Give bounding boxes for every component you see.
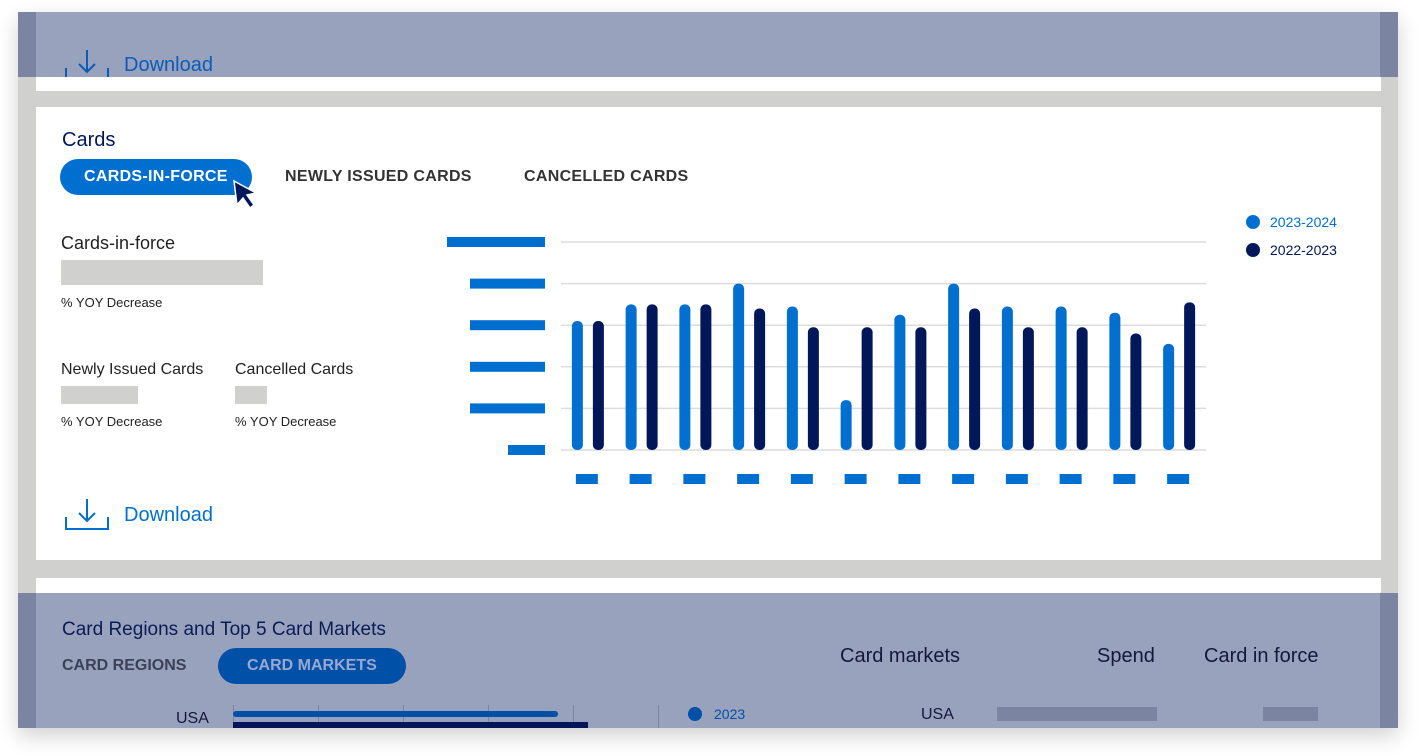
dimmed-bottom-section: Card Regions and Top 5 Card Markets CARD… <box>18 593 1398 728</box>
bar-2023-2024 <box>733 283 745 450</box>
y-tick-label-placeholder <box>470 278 545 289</box>
value-placeholder <box>235 386 267 404</box>
legend-label: 2023 <box>714 706 746 722</box>
bar-2023-2024 <box>679 304 691 450</box>
section-title: Card Regions and Top 5 Card Markets <box>62 619 386 640</box>
side-strip <box>1380 12 1398 77</box>
column-header: Card in force <box>1204 645 1319 667</box>
legend-item: 2022-2023 <box>1246 242 1337 258</box>
bar-2022-2023 <box>1076 327 1088 450</box>
download-link[interactable]: Download <box>64 499 213 531</box>
yoy-text: % YOY Decrease <box>61 295 163 310</box>
bar-2022-2023 <box>807 327 819 450</box>
tab-card-regions[interactable]: CARD REGIONS <box>62 657 187 674</box>
bar-2023-2024 <box>625 304 637 450</box>
bar-label: USA <box>176 710 209 727</box>
bar-2022-2023 <box>700 304 712 450</box>
side-strip <box>18 593 36 728</box>
section-bottom-edge <box>36 77 1381 91</box>
tab-newly-issued-cards[interactable]: NEWLY ISSUED CARDS <box>285 168 472 185</box>
x-tick-label-placeholder <box>790 474 813 484</box>
download-label: Download <box>124 53 213 76</box>
y-tick-label-placeholder <box>447 237 545 247</box>
bar-2023-2024 <box>840 400 852 450</box>
x-tick-label-placeholder <box>1113 474 1136 484</box>
x-tick-label-placeholder <box>844 474 867 484</box>
bar-2022-2023 <box>1184 302 1196 450</box>
cards-panel: Cards CARDS-IN-FORCE NEWLY ISSUED CARDS … <box>36 107 1381 560</box>
y-tick-label-placeholder <box>508 445 545 455</box>
x-tick-label-placeholder <box>1005 474 1028 484</box>
newly-issued-label: Newly Issued Cards <box>61 361 204 378</box>
bar-2022-2023 <box>915 327 927 450</box>
bar-2022-2023 <box>1130 333 1142 450</box>
column-header: Card markets <box>840 645 961 667</box>
y-tick-label-placeholder <box>470 320 545 331</box>
legend-dot-icon <box>1246 215 1260 229</box>
next-section-top <box>36 578 1381 594</box>
y-tick-label-placeholder <box>470 403 545 414</box>
bar-2022-2023 <box>1022 327 1034 450</box>
x-tick-label-placeholder <box>737 474 760 484</box>
x-tick-label-placeholder <box>683 474 706 484</box>
tab-cancelled-cards[interactable]: CANCELLED CARDS <box>524 168 689 185</box>
bar-2023-2024 <box>1163 343 1175 450</box>
bar-2023-2024 <box>1109 312 1121 450</box>
cards-placeholder <box>1263 707 1318 721</box>
x-tick-label-placeholder <box>629 474 652 484</box>
top-download-link[interactable]: Download <box>64 50 213 80</box>
bar-2023-2024 <box>894 314 906 450</box>
panel-title: Cards <box>62 129 116 151</box>
download-icon <box>65 499 109 530</box>
bar-2022-2023 <box>861 327 873 450</box>
bar-2023 <box>233 711 558 717</box>
divider <box>658 705 659 728</box>
bar-2023-2024 <box>948 283 960 450</box>
bar-2023-2024 <box>1001 306 1013 450</box>
cards-in-force-label: Cards-in-force <box>61 233 176 253</box>
value-placeholder <box>61 386 138 404</box>
mouse-cursor-icon <box>233 179 259 210</box>
bar-2022 <box>233 722 588 728</box>
bar-2023-2024 <box>1055 306 1067 450</box>
legend-label: 2023-2024 <box>1270 214 1337 230</box>
x-tick-label-placeholder <box>575 474 598 484</box>
y-tick-label-placeholder <box>470 361 545 372</box>
bar-2022-2023 <box>754 308 766 450</box>
bar-2022-2023 <box>969 308 981 450</box>
download-label: Download <box>124 503 213 526</box>
tab-cards-in-force[interactable]: CARDS-IN-FORCE <box>60 159 252 195</box>
dimmed-top-section: Download <box>18 12 1398 80</box>
market-name: USA <box>921 706 954 723</box>
bar-2023-2024 <box>786 306 798 450</box>
tab-card-markets[interactable]: CARD MARKETS <box>218 648 406 684</box>
download-icon <box>65 50 109 80</box>
bar-chart <box>447 237 1206 484</box>
column-header: Spend <box>1097 645 1155 667</box>
side-strip <box>1380 593 1398 728</box>
bar-2022-2023 <box>592 321 604 450</box>
value-placeholder <box>61 260 263 285</box>
legend-dot-icon <box>688 707 702 721</box>
x-tick-label-placeholder <box>898 474 921 484</box>
legend-label: 2022-2023 <box>1270 242 1337 258</box>
x-tick-label-placeholder <box>952 474 975 484</box>
yoy-text: % YOY Decrease <box>235 414 337 429</box>
grid-line <box>573 705 574 728</box>
side-strip <box>18 12 36 77</box>
legend-dot-icon <box>1246 243 1260 257</box>
bar-2022-2023 <box>646 304 658 450</box>
bar-2023-2024 <box>571 321 583 450</box>
x-tick-label-placeholder <box>1167 474 1190 484</box>
page-frame: Download Cards CARDS-IN-FORCE NEWLY ISSU… <box>18 12 1398 728</box>
yoy-text: % YOY Decrease <box>61 414 163 429</box>
cancelled-label: Cancelled Cards <box>235 361 354 378</box>
legend-item: 2023-2024 <box>1246 214 1337 230</box>
spend-placeholder <box>997 707 1157 721</box>
x-tick-label-placeholder <box>1059 474 1082 484</box>
